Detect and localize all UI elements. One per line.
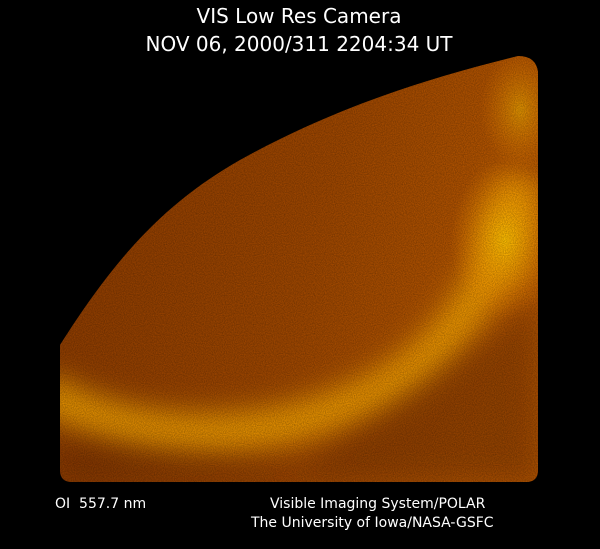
filter-label: OI 557.7 nm	[55, 496, 146, 512]
institution-label: The University of Iowa/NASA-GSFC	[250, 515, 494, 531]
title: VIS Low Res Camera	[197, 4, 402, 28]
instrument-label: Visible Imaging System/POLAR	[270, 496, 486, 512]
timestamp: NOV 06, 2000/311 2204:34 UT	[145, 32, 453, 56]
auroral-image	[60, 56, 538, 482]
